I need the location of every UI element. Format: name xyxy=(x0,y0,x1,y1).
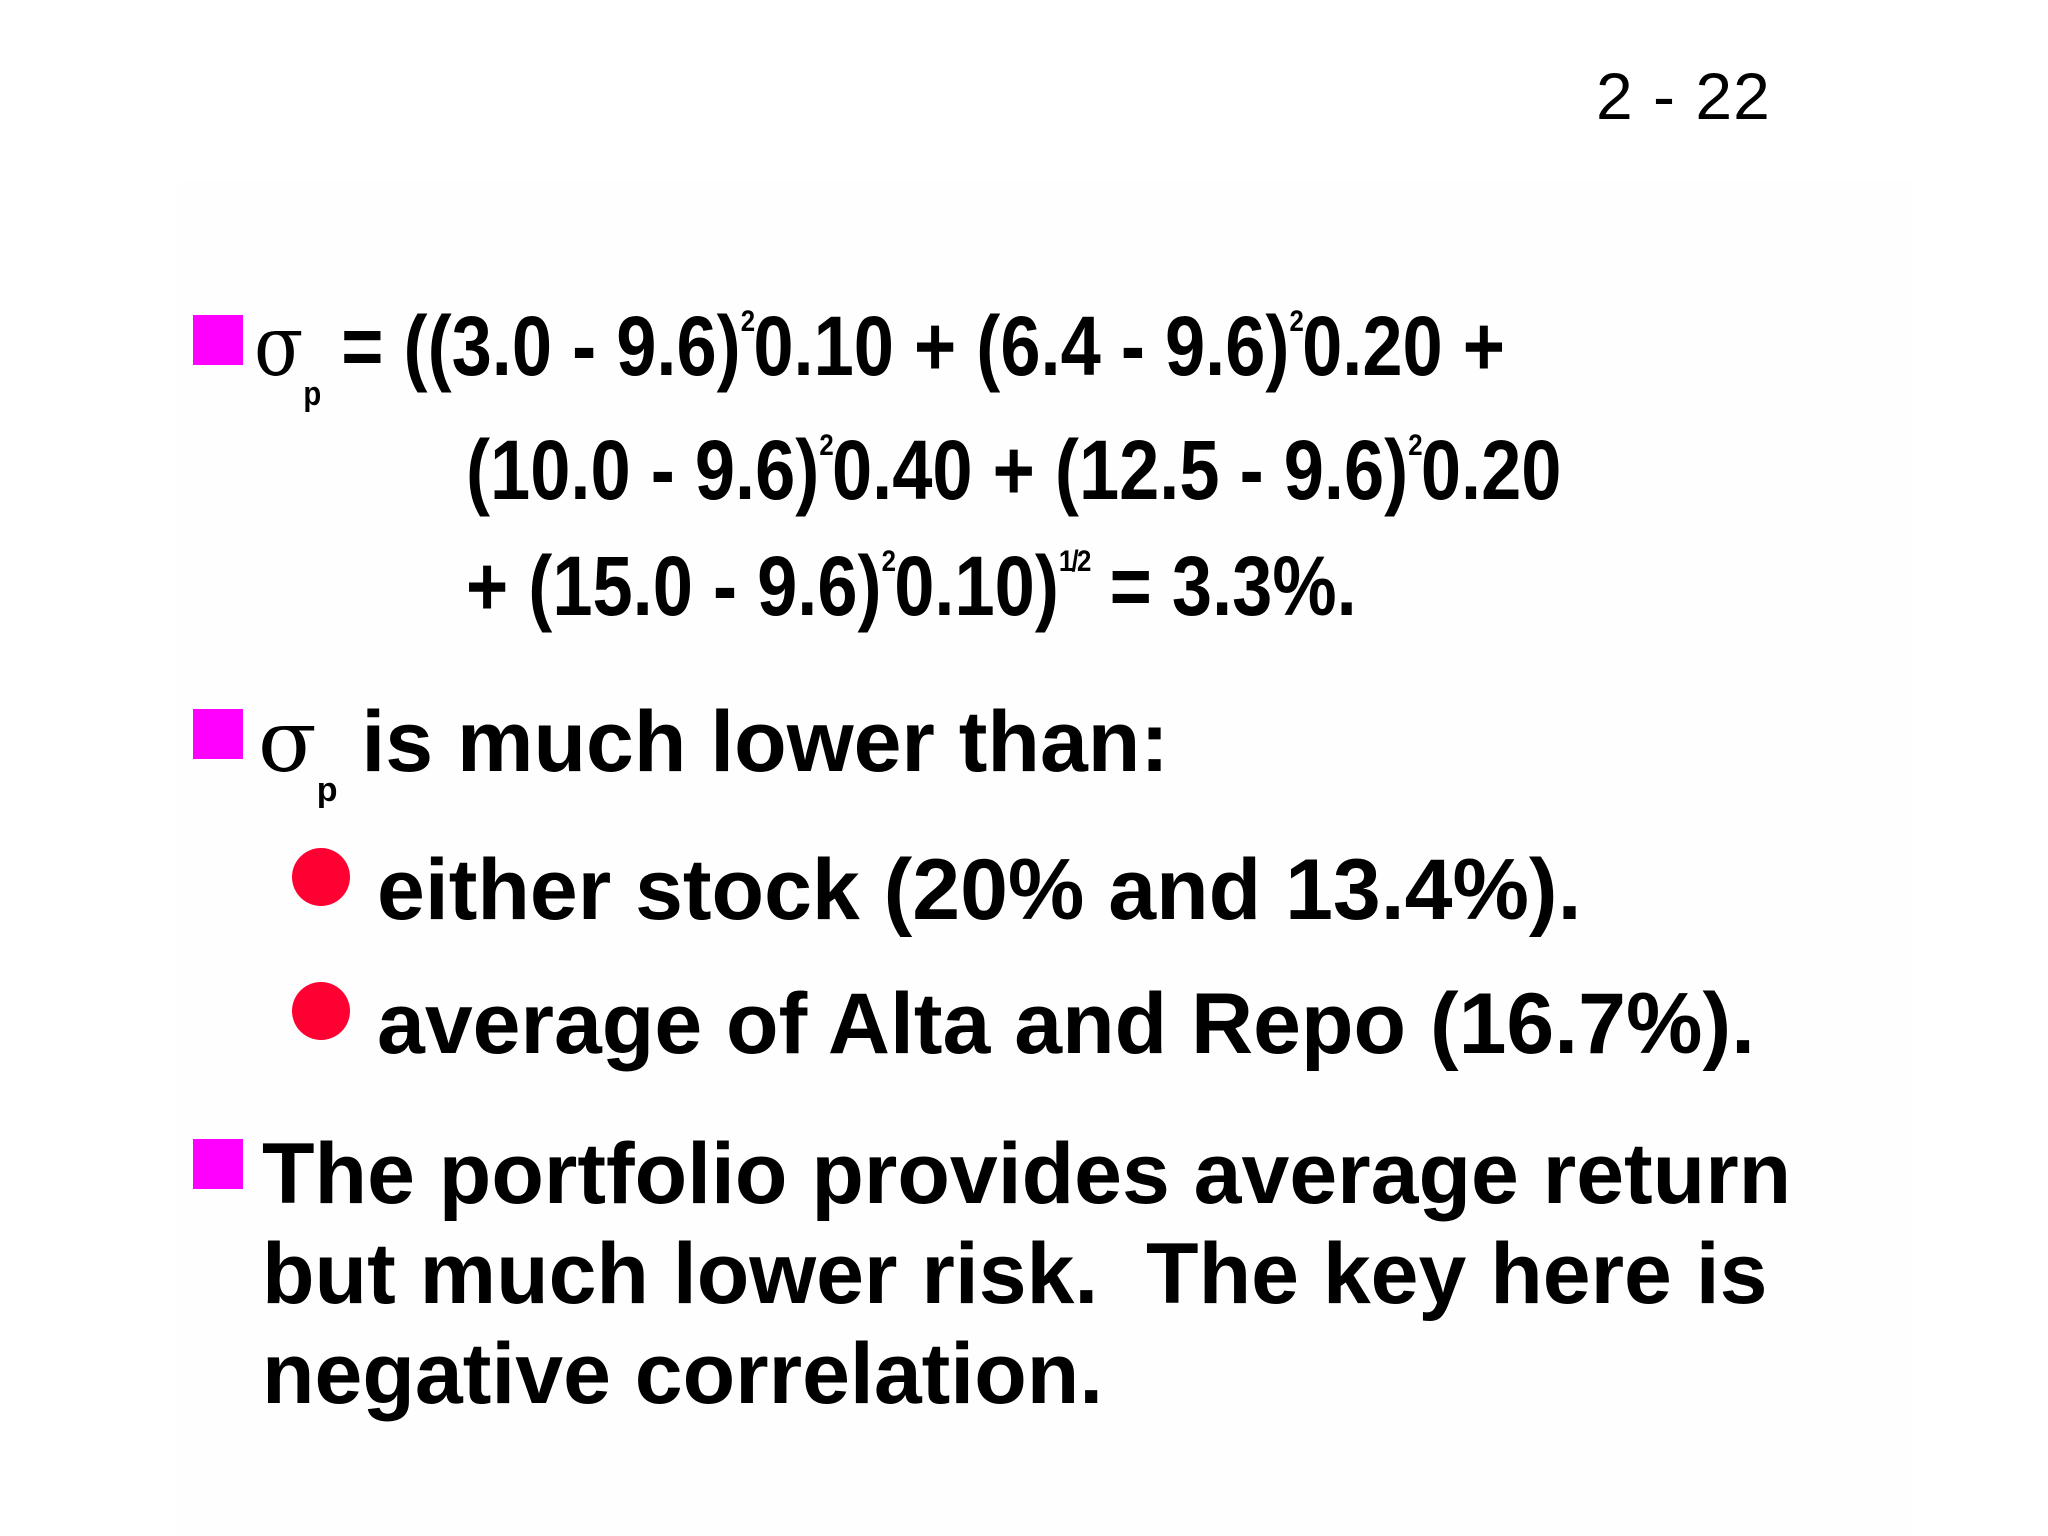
square-bullet-icon xyxy=(193,315,243,365)
bullet-2-text: σp is much lower than: xyxy=(258,699,1169,807)
square-bullet-icon xyxy=(193,1139,243,1189)
sigma-symbol: σ xyxy=(258,692,317,792)
subscript-p: p xyxy=(316,771,338,809)
sub-bullet-1-text: either stock (20% and 13.4%). xyxy=(377,842,1582,938)
exponent: 2 xyxy=(1289,305,1303,338)
square-bullet-icon xyxy=(193,709,243,759)
page-number: 2 - 22 xyxy=(1596,59,1771,133)
content-panel xyxy=(178,180,1912,1536)
bullet-3-paragraph: The portfolio provides average return bu… xyxy=(262,1124,1791,1424)
formula-text: + (15.0 - 9.6) xyxy=(466,539,882,633)
round-bullet-icon xyxy=(292,982,350,1040)
exponent: 1/2 xyxy=(1058,545,1091,578)
formula-text: = 3.3%. xyxy=(1089,539,1357,633)
exponent: 2 xyxy=(740,305,755,338)
formula-text: 0.20 + xyxy=(1302,299,1505,393)
formula-line-1: σp = ((3.0 - 9.6)20.10 + (6.4 - 9.6)20.2… xyxy=(254,304,1505,411)
formula-text: 0.40 + (12.5 - 9.6) xyxy=(831,423,1409,517)
paragraph-line: The portfolio provides average return xyxy=(262,1126,1792,1222)
formula-text: 0.20 xyxy=(1420,423,1562,517)
exponent: 2 xyxy=(881,545,896,578)
sub-bullet-2-text: average of Alta and Repo (16.7%). xyxy=(377,976,1755,1072)
formula-line-3: + (15.0 - 9.6)20.10)1/2 = 3.3%. xyxy=(466,544,1357,628)
bullet-text: is much lower than: xyxy=(337,694,1169,790)
formula-text: (10.0 - 9.6) xyxy=(466,423,820,517)
exponent: 2 xyxy=(819,429,833,462)
formula-line-2: (10.0 - 9.6)20.40 + (12.5 - 9.6)20.20 xyxy=(466,428,1561,512)
exponent: 2 xyxy=(1408,429,1422,462)
subscript-p: p xyxy=(303,375,322,413)
paragraph-line: but much lower risk. The key here is xyxy=(262,1226,1768,1322)
formula-text: 0.10 + (6.4 - 9.6) xyxy=(753,299,1290,393)
formula-text: = ((3.0 - 9.6) xyxy=(321,299,741,393)
sigma-symbol: σ xyxy=(254,297,304,395)
round-bullet-icon xyxy=(292,848,350,906)
formula-text: 0.10) xyxy=(894,539,1059,633)
paragraph-line: negative correlation. xyxy=(262,1326,1104,1422)
